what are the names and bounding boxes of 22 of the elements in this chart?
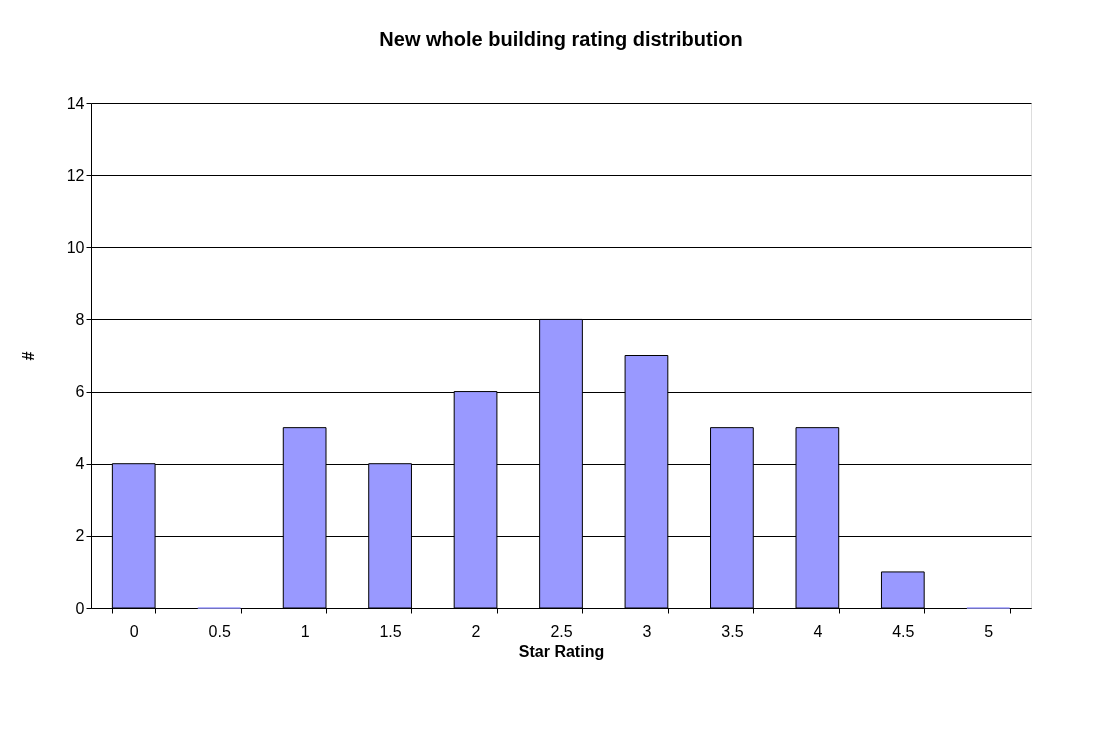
x-tick-label: 0.5	[208, 622, 231, 640]
x-tick-label: 4.5	[892, 622, 915, 640]
x-tick-label: 4	[813, 622, 823, 640]
x-tick-label: 3	[642, 622, 652, 640]
x-axis-title: Star Rating	[518, 642, 605, 660]
y-tick-label: 12	[66, 166, 85, 184]
y-tick-label: 4	[75, 455, 85, 473]
x-tick-label: 1	[300, 622, 310, 640]
y-tick-label: 0	[75, 599, 85, 617]
chart-title: New whole building rating distribution	[379, 28, 743, 50]
x-tick-label: 3.5	[721, 622, 744, 640]
x-tick-label: 1.5	[379, 622, 402, 640]
y-tick-label: 10	[66, 238, 85, 256]
x-tick-label: 5	[984, 622, 994, 640]
y-tick-label: 8	[75, 310, 85, 328]
y-tick-label: 6	[75, 383, 85, 401]
x-tick-label: 2	[471, 622, 481, 640]
y-axis-title: #	[19, 351, 37, 361]
x-tick-label: 2.5	[550, 622, 573, 640]
y-tick-label: 2	[75, 527, 85, 545]
x-tick-label: 0	[129, 622, 139, 640]
y-tick-label: 14	[66, 94, 85, 112]
